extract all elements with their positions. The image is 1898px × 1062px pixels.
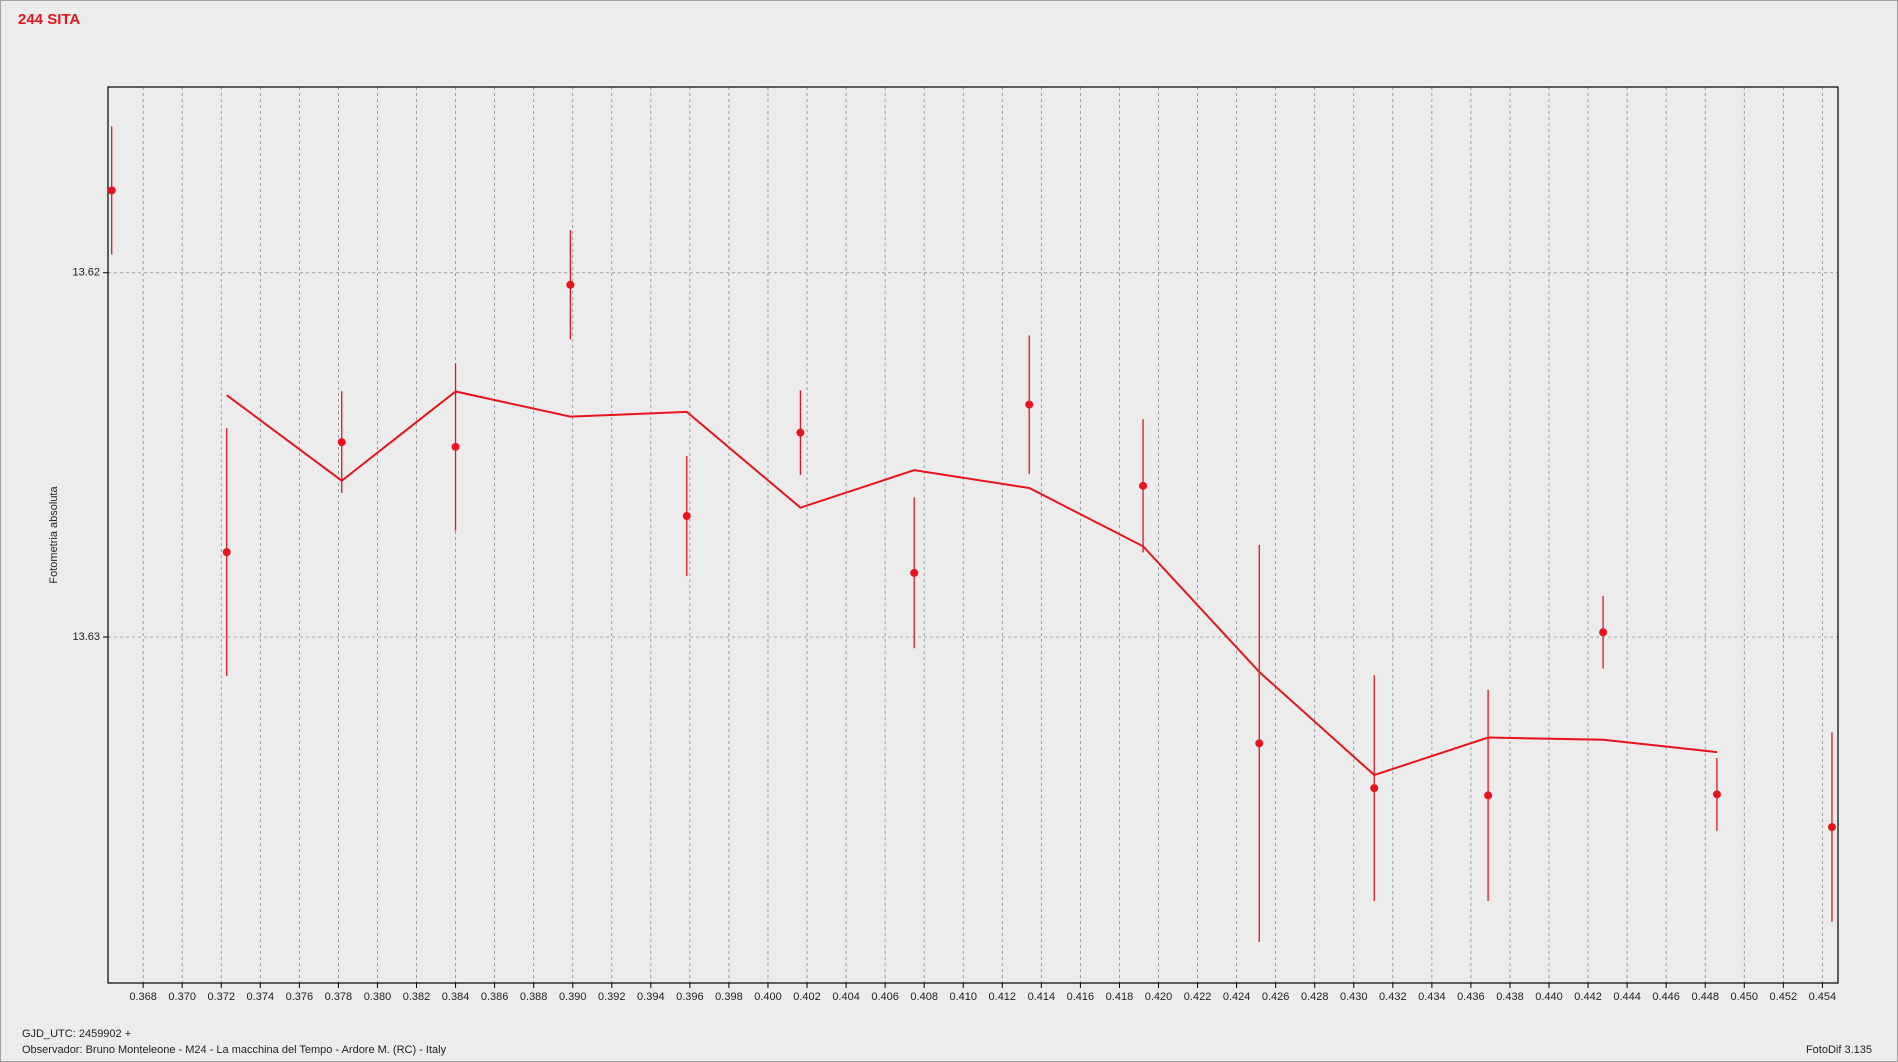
data-point xyxy=(1255,739,1264,748)
x-tick-label: 0.452 xyxy=(1770,991,1798,1003)
data-point xyxy=(1025,400,1034,409)
x-tick-label: 0.400 xyxy=(754,991,782,1003)
data-point xyxy=(1712,790,1721,799)
data-point xyxy=(451,442,460,451)
x-tick-label: 0.438 xyxy=(1496,991,1524,1003)
x-tick-label: 0.372 xyxy=(207,991,235,1003)
x-tick-label: 0.426 xyxy=(1262,991,1290,1003)
x-tick-label: 0.448 xyxy=(1691,991,1719,1003)
x-tick-label: 0.414 xyxy=(1028,991,1056,1003)
footer-software: FotoDif 3.135 xyxy=(1806,1044,1872,1056)
data-point xyxy=(1370,784,1379,793)
x-tick-label: 0.422 xyxy=(1184,991,1212,1003)
x-tick-label: 0.370 xyxy=(168,991,196,1003)
x-tick-label: 0.442 xyxy=(1574,991,1602,1003)
x-tick-label: 0.440 xyxy=(1535,991,1563,1003)
plot-area xyxy=(108,87,1838,983)
x-tick-label: 0.430 xyxy=(1340,991,1368,1003)
data-point xyxy=(910,568,919,577)
data-point xyxy=(1599,628,1608,637)
fit-line xyxy=(226,390,1718,777)
x-tick-label: 0.404 xyxy=(832,991,860,1003)
data-point xyxy=(566,280,575,289)
plot-border xyxy=(107,86,1839,984)
x-tick-label: 0.446 xyxy=(1652,991,1680,1003)
x-tick-label: 0.374 xyxy=(247,991,275,1003)
x-tick-label: 0.424 xyxy=(1223,991,1251,1003)
data-point xyxy=(1484,791,1493,800)
x-tick-label: 0.428 xyxy=(1301,991,1329,1003)
x-tick-label: 0.402 xyxy=(793,991,821,1003)
x-tick-label: 0.384 xyxy=(442,991,470,1003)
data-point xyxy=(222,548,231,557)
data-point xyxy=(337,438,346,447)
x-tick-label: 0.382 xyxy=(403,991,431,1003)
x-tick-label: 0.368 xyxy=(129,991,157,1003)
x-tick-label: 0.420 xyxy=(1145,991,1173,1003)
footer-observer: Observador: Bruno Monteleone - M24 - La … xyxy=(22,1044,447,1056)
x-tick-label: 0.450 xyxy=(1731,991,1759,1003)
x-tick-label: 0.416 xyxy=(1067,991,1095,1003)
x-tick-label: 0.406 xyxy=(871,991,899,1003)
x-tick-label: 0.390 xyxy=(559,991,587,1003)
data-point xyxy=(1139,481,1148,490)
data-point xyxy=(1827,823,1836,832)
y-axis-label: Fotometria absoluta xyxy=(48,486,60,584)
x-tick-label: 0.378 xyxy=(325,991,353,1003)
x-tick-label: 0.392 xyxy=(598,991,626,1003)
data-point xyxy=(796,428,805,437)
x-tick-label: 0.396 xyxy=(676,991,704,1003)
footer-gjd: GJD_UTC: 2459902 + xyxy=(22,1028,131,1040)
x-tick-label: 0.418 xyxy=(1106,991,1134,1003)
x-tick-label: 0.408 xyxy=(910,991,938,1003)
x-tick-label: 0.436 xyxy=(1457,991,1485,1003)
x-tick-label: 0.434 xyxy=(1418,991,1446,1003)
x-tick-label: 0.454 xyxy=(1809,991,1837,1003)
x-tick-label: 0.412 xyxy=(989,991,1017,1003)
x-tick-label: 0.388 xyxy=(520,991,548,1003)
x-tick-label: 0.398 xyxy=(715,991,743,1003)
x-tick-label: 0.376 xyxy=(286,991,314,1003)
x-tick-label: 0.432 xyxy=(1379,991,1407,1003)
x-tick-label: 0.410 xyxy=(949,991,977,1003)
x-tick-label: 0.394 xyxy=(637,991,665,1003)
x-tick-label: 0.380 xyxy=(364,991,392,1003)
x-tick-label: 0.386 xyxy=(481,991,509,1003)
y-tick-label: 13.63 xyxy=(72,631,100,643)
data-point xyxy=(682,512,691,521)
chart-title: 244 SITA xyxy=(18,11,80,28)
data-point xyxy=(107,186,116,195)
y-tick-label: 13.62 xyxy=(72,267,100,279)
x-tick-label: 0.444 xyxy=(1613,991,1641,1003)
